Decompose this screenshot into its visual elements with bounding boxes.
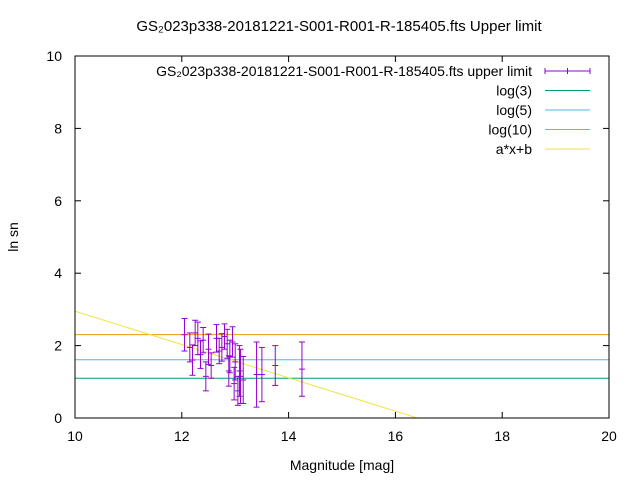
reference-lines [75,334,609,379]
data-point [258,346,265,403]
data-point [205,333,212,365]
legend-item: GS₂023p338-20181221-S001-R001-R-185405.f… [156,63,591,79]
data-point [272,345,279,386]
legend: GS₂023p338-20181221-S001-R001-R-185405.f… [156,63,591,157]
data-point [226,339,233,374]
data-point [216,337,223,365]
legend-label: log(5) [496,102,532,118]
x-tick-label: 20 [601,428,617,444]
data-point [236,345,243,397]
legend-label: log(3) [496,83,532,99]
data-point [240,355,247,405]
data-point [221,323,228,350]
y-tick-label: 6 [54,193,62,209]
data-point [253,341,260,408]
legend-label: GS₂023p338-20181221-S001-R001-R-185405.f… [156,63,532,79]
fit-line-layer [75,310,420,418]
data-point [192,319,199,347]
data-point [298,341,305,397]
y-tick-label: 2 [54,338,62,354]
x-tick-label: 14 [281,428,297,444]
data-point [189,344,196,376]
x-tick-label: 10 [67,428,83,444]
data-point [237,348,244,405]
y-axis: 0 2 4 6 8 10 [46,48,609,426]
data-point [218,333,225,362]
legend-item: log(5) [496,102,590,118]
x-tick-label: 16 [388,428,404,444]
data-point [224,328,231,359]
data-point [181,317,188,352]
y-tick-label: 0 [54,410,62,426]
data-point [229,326,236,358]
data-point [208,352,215,379]
legend-item: log(3) [496,83,590,99]
chart-title: GS₂023p338-20181221-S001-R001-R-185405.f… [136,18,542,35]
data-point [231,366,238,401]
legend-label: log(10) [488,122,532,138]
fit-line [75,310,420,418]
data-point [225,355,232,387]
data-point [232,343,239,381]
x-tick-label: 12 [174,428,190,444]
data-point [200,327,207,354]
data-point [202,361,209,392]
data-points [181,317,305,408]
data-point [186,332,193,363]
x-axis: 10 12 14 16 18 20 [67,56,617,444]
y-axis-title: ln sn [5,222,21,252]
legend-label: a*x+b [496,141,532,157]
plot-area [74,55,610,419]
legend-item: a*x+b [496,141,590,157]
plot-frame [74,55,610,419]
x-tick-label: 18 [494,428,510,444]
y-tick-label: 8 [54,120,62,136]
y-tick-label: 4 [54,265,62,281]
y-tick-label: 10 [46,48,62,64]
data-point [197,340,204,369]
legend-item: log(10) [488,122,590,138]
x-axis-title: Magnitude [mag] [290,457,394,473]
